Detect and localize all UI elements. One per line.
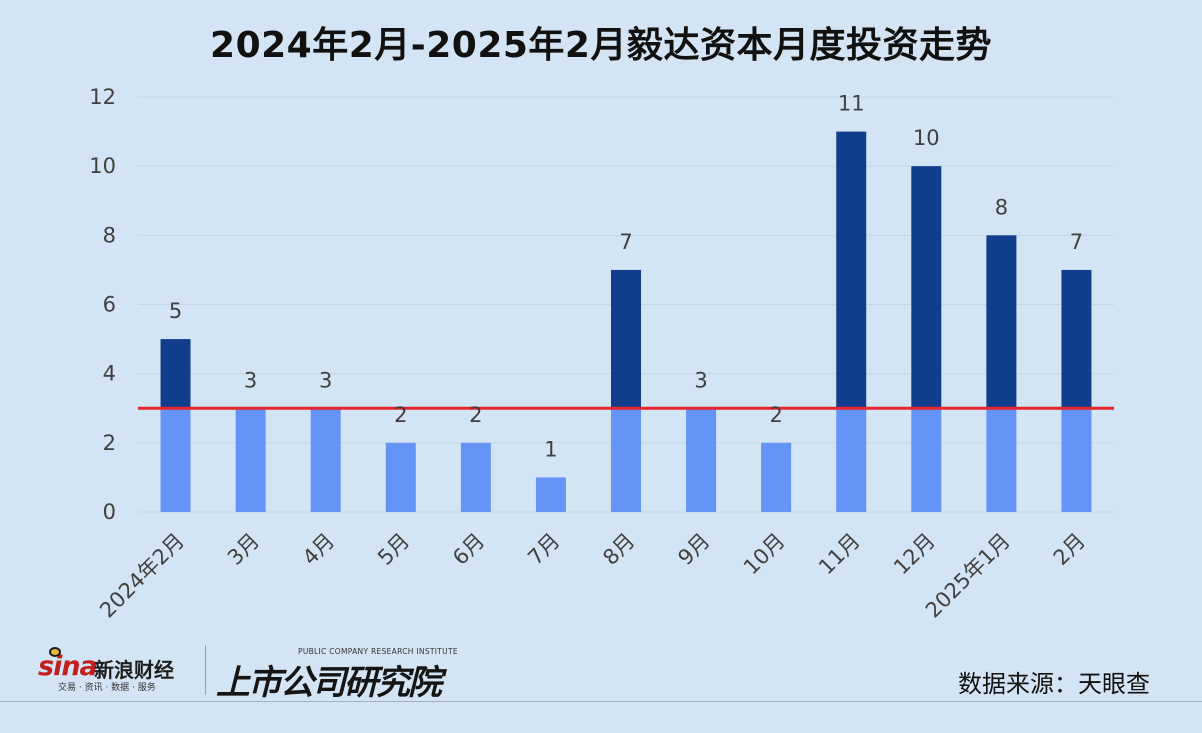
y-tick-label: 0 [103, 500, 116, 524]
y-tick-label: 12 [89, 85, 116, 109]
footer-bar [0, 701, 1202, 733]
sina-wordmark: sina [38, 651, 98, 682]
bar-segment-below-reference [385, 442, 416, 512]
x-tick-label: 2024年2月 [95, 529, 189, 623]
data-label: 2 [769, 403, 782, 427]
data-label: 8 [995, 195, 1008, 219]
sina-brand-name: 新浪财经 [94, 658, 174, 682]
x-tick-label: 8月 [598, 529, 639, 570]
data-label: 3 [694, 368, 707, 392]
bar-segment-below-reference [686, 408, 717, 512]
bar-segment-below-reference [160, 408, 191, 512]
x-tick-label: 10月 [739, 529, 790, 580]
bar-segment-below-reference [836, 408, 867, 512]
data-source-note: 数据来源：天眼查 [958, 670, 1150, 698]
x-tick-label: 2月 [1049, 529, 1090, 570]
bar-segment-below-reference [986, 408, 1017, 512]
research-institute-logo: PUBLIC COMPANY RESEARCH INSTITUTE 上市公司研究… [216, 645, 458, 703]
bar-segment-below-reference [611, 408, 641, 512]
data-label: 1 [544, 437, 557, 461]
sina-finance-logo: sina 新浪财经 交易 · 资讯 · 数据 · 服务 [38, 646, 198, 696]
bar-segment-below-reference [535, 477, 566, 512]
bar-segment-below-reference [761, 442, 792, 512]
data-label: 10 [913, 126, 940, 150]
data-label: 5 [169, 299, 182, 323]
x-tick-label: 12月 [889, 529, 940, 580]
bar-segment-below-reference [911, 408, 942, 512]
y-axis-ticks: 0 2 4 6 8 10 12 [89, 85, 116, 524]
data-labels: 5 3 3 2 2 1 7 3 2 11 10 8 7 [169, 92, 1083, 462]
data-label: 7 [619, 230, 632, 254]
data-label: 2 [469, 403, 482, 427]
x-tick-label: 4月 [298, 529, 339, 570]
research-logo-english: PUBLIC COMPANY RESEARCH INSTITUTE [298, 647, 458, 656]
x-tick-label: 11月 [814, 529, 865, 580]
x-tick-label: 9月 [673, 529, 714, 570]
data-label: 7 [1070, 230, 1083, 254]
chart-title: 2024年2月-2025年2月毅达资本月度投资走势 [210, 25, 992, 66]
x-tick-label: 5月 [373, 529, 414, 570]
bar-segment-below-reference [1061, 408, 1092, 512]
bar-segment-above-reference [611, 269, 641, 409]
sina-eye-icon [49, 647, 61, 657]
y-tick-label: 4 [103, 362, 116, 386]
x-tick-label: 7月 [523, 529, 564, 570]
bar-segment-above-reference [1061, 269, 1092, 409]
y-tick-label: 10 [89, 154, 116, 178]
data-label: 2 [394, 403, 407, 427]
data-label: 3 [244, 368, 257, 392]
bar-segment-below-reference [235, 408, 266, 512]
x-tick-label: 6月 [448, 529, 489, 570]
bar-segment-above-reference [836, 131, 867, 409]
bar-segment-above-reference [911, 166, 942, 409]
y-tick-label: 8 [103, 223, 116, 247]
sina-tagline: 交易 · 资讯 · 数据 · 服务 [58, 683, 156, 693]
y-tick-label: 2 [103, 431, 116, 455]
research-logo-chinese: 上市公司研究院 [216, 663, 442, 703]
bar-segment-above-reference [986, 235, 1017, 409]
x-tick-label: 3月 [223, 529, 264, 570]
bar-segment-below-reference [310, 408, 341, 512]
bars [160, 131, 1092, 512]
data-label: 3 [319, 368, 332, 392]
y-tick-label: 6 [103, 293, 116, 317]
bar-segment-below-reference [460, 442, 491, 512]
bar-segment-above-reference [160, 339, 191, 409]
data-label: 11 [838, 92, 865, 116]
logo-divider [205, 645, 206, 695]
